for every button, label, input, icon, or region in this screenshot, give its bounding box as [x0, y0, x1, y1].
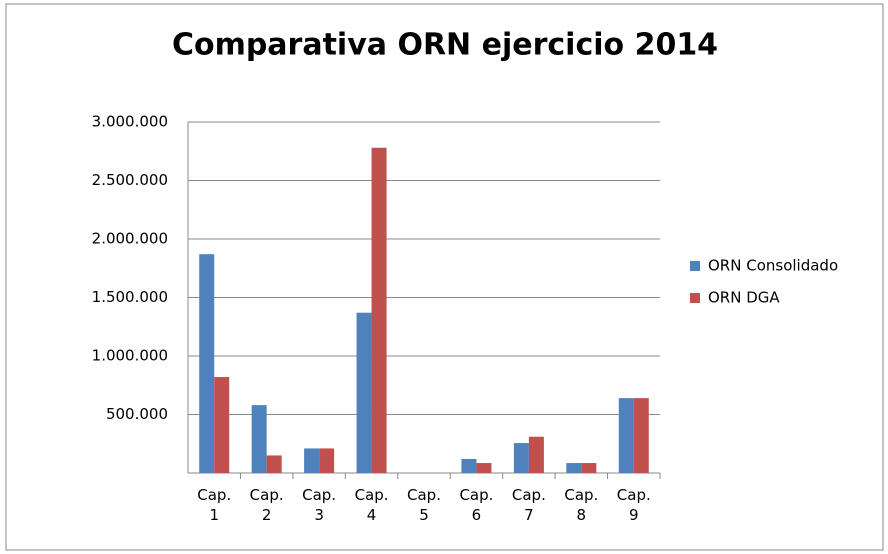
x-tick-label: Cap. 7 [511, 486, 546, 524]
x-tick-label: Cap. 9 [616, 486, 651, 524]
chart-border [5, 3, 884, 551]
bar [356, 312, 372, 473]
legend-swatch [690, 293, 700, 303]
bar [214, 377, 230, 473]
bar [581, 463, 597, 473]
bar [618, 398, 634, 473]
bar [513, 443, 529, 473]
bar [528, 436, 544, 473]
x-tick-label: Cap. 2 [249, 486, 284, 524]
x-tick-label: Cap. 4 [354, 486, 389, 524]
bar [371, 147, 387, 474]
x-tick-label: Cap. 8 [564, 486, 599, 524]
legend-swatch [690, 261, 700, 271]
x-tick-label: Cap. 1 [197, 486, 232, 524]
x-tick-label: Cap. 3 [302, 486, 337, 524]
bar [566, 463, 582, 473]
y-tick-label: 3.000.000 [92, 113, 168, 131]
chart-title: Comparativa ORN ejercicio 2014 [172, 28, 718, 63]
y-tick-label: 500.000 [106, 405, 168, 423]
x-tick-label: Cap. 5 [407, 486, 441, 524]
legend-label: ORN DGA [708, 289, 780, 307]
y-tick-label: 2.000.000 [92, 230, 168, 248]
y-tick-label: 1.000.000 [92, 347, 168, 365]
bar [319, 448, 335, 473]
bar [461, 458, 477, 473]
legend-label: ORN Consolidado [708, 257, 838, 275]
bar [199, 254, 215, 473]
bar [476, 463, 492, 473]
bar [633, 398, 649, 473]
bar [304, 448, 320, 473]
y-tick-label: 2.500.000 [92, 171, 168, 189]
y-tick-label: 1.500.000 [92, 288, 168, 306]
bar [266, 455, 282, 473]
bar [251, 405, 267, 473]
x-tick-label: Cap. 6 [459, 486, 494, 524]
